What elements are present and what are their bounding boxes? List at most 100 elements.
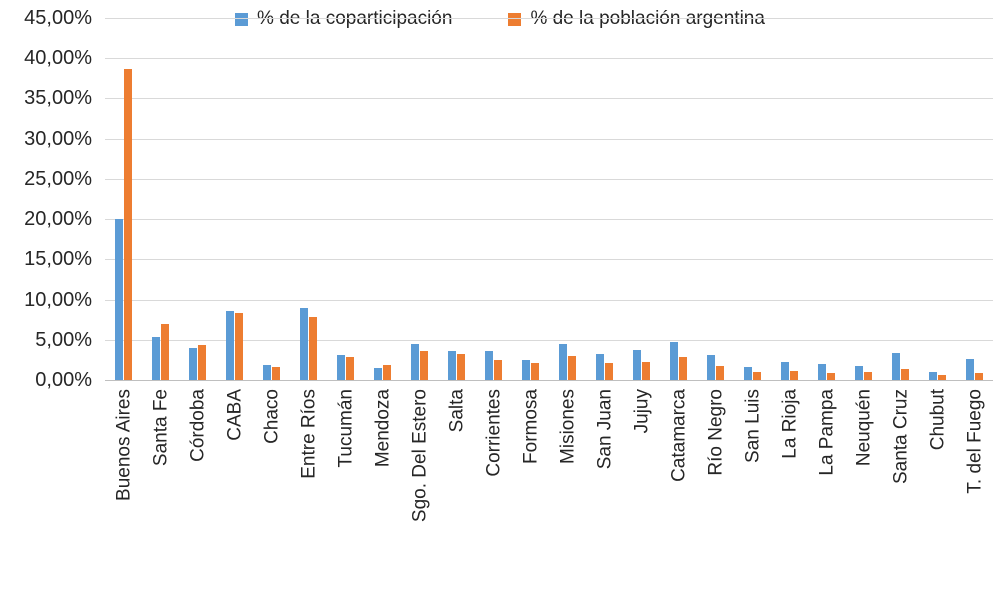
gridline <box>105 18 993 19</box>
bar-coparticipacion <box>559 344 567 380</box>
y-axis-tick-label: 10,00% <box>24 288 92 311</box>
bar-coparticipacion <box>892 353 900 380</box>
bar-coparticipacion <box>818 364 826 380</box>
gridline <box>105 98 993 100</box>
bar-poblacion <box>642 362 650 380</box>
bar-poblacion <box>494 360 502 380</box>
legend-swatch-blue <box>235 12 249 26</box>
bar-poblacion <box>864 372 872 380</box>
x-axis-category-label: La Rioja <box>779 389 800 459</box>
x-axis-category-label: San Luis <box>742 389 763 463</box>
y-axis-tick-label: 15,00% <box>24 248 92 271</box>
bar-coparticipacion <box>411 344 419 380</box>
x-axis-category-label: Corrientes <box>483 389 504 477</box>
gridline <box>105 178 993 180</box>
bar-poblacion <box>161 324 169 380</box>
bar-coparticipacion <box>300 308 308 380</box>
bar-coparticipacion <box>929 372 937 380</box>
x-axis-category-label: Catamarca <box>668 389 689 482</box>
x-axis-category-label: Río Negro <box>705 389 726 476</box>
x-axis-category-label: Jujuy <box>631 389 652 434</box>
bar-poblacion <box>235 313 243 380</box>
gridline <box>105 299 993 301</box>
y-axis-tick-label: 45,00% <box>24 7 92 29</box>
y-axis-tick-label: 40,00% <box>24 47 92 70</box>
bar-poblacion <box>938 375 946 380</box>
bar-coparticipacion <box>744 367 752 380</box>
y-axis-tick-label: 35,00% <box>24 87 92 110</box>
y-axis-tick-label: 5,00% <box>35 328 92 351</box>
x-axis-category-label: CABA <box>224 389 245 441</box>
bar-poblacion <box>383 365 391 380</box>
legend-item-poblacion: % de la población argentina <box>508 8 765 30</box>
bar-poblacion <box>901 369 909 380</box>
legend-swatch-orange <box>508 12 522 26</box>
bar-coparticipacion <box>485 351 493 380</box>
bar-poblacion <box>346 357 354 380</box>
bar-poblacion <box>272 367 280 380</box>
bar-coparticipacion <box>670 342 678 380</box>
y-axis-tick-label: 30,00% <box>24 127 92 150</box>
bar-poblacion <box>790 371 798 380</box>
gridline <box>105 339 993 341</box>
bar-coparticipacion <box>226 311 234 380</box>
bar-poblacion <box>753 372 761 380</box>
bar-poblacion <box>679 357 687 380</box>
bar-coparticipacion <box>448 351 456 380</box>
bar-coparticipacion <box>707 355 715 380</box>
x-axis-category-label: Neuquén <box>853 389 874 467</box>
bar-poblacion <box>531 363 539 380</box>
gridline <box>105 219 993 221</box>
x-axis-category-label: San Juan <box>594 389 615 470</box>
x-axis-category-label: T. del Fuego <box>964 389 985 494</box>
bar-coparticipacion <box>337 355 345 380</box>
bar-coparticipacion <box>855 366 863 380</box>
x-axis-category-label: La Pampa <box>816 389 837 476</box>
gridline <box>105 138 993 140</box>
x-axis-category-label: Chaco <box>261 389 282 444</box>
x-axis-category-label: Tucumán <box>335 389 356 468</box>
bar-poblacion <box>605 363 613 380</box>
bar-coparticipacion <box>633 350 641 380</box>
gridline <box>105 58 993 60</box>
bar-poblacion <box>568 356 576 380</box>
bar-poblacion <box>124 69 132 380</box>
bar-coparticipacion <box>263 365 271 380</box>
bar-poblacion <box>420 351 428 380</box>
x-axis-category-label: Buenos Aires <box>113 389 134 501</box>
bar-coparticipacion <box>781 362 789 380</box>
x-axis-category-label: Entre Ríos <box>298 389 319 479</box>
bar-poblacion <box>309 317 317 380</box>
bar-coparticipacion <box>596 354 604 380</box>
x-axis-category-label: Misiones <box>557 389 578 464</box>
bar-coparticipacion <box>152 337 160 380</box>
bar-coparticipacion <box>966 359 974 380</box>
bar-poblacion <box>827 373 835 380</box>
x-axis-category-label: Salta <box>446 389 467 433</box>
x-axis-category-label: Córdoba <box>187 389 208 462</box>
bar-poblacion <box>975 373 983 380</box>
x-axis-category-label: Formosa <box>520 389 541 464</box>
y-axis-tick-label: 25,00% <box>24 167 92 190</box>
bar-coparticipacion <box>115 219 123 380</box>
x-axis-category-label: Santa Cruz <box>890 389 911 485</box>
bar-poblacion <box>198 345 206 380</box>
gridline <box>105 259 993 261</box>
bar-coparticipacion <box>374 368 382 380</box>
x-axis-category-label: Chubut <box>927 389 948 451</box>
x-axis-category-label: Santa Fe <box>150 389 171 467</box>
chart-legend: % de la coparticipación % de la població… <box>0 8 1000 30</box>
y-axis-tick-label: 0,00% <box>35 369 92 391</box>
bar-poblacion <box>457 354 465 380</box>
y-axis-tick-label: 20,00% <box>24 208 92 231</box>
bar-poblacion <box>716 366 724 380</box>
legend-label-coparticipacion: % de la coparticipación <box>257 8 453 29</box>
x-axis-category-label: Sgo. Del Estero <box>409 389 430 523</box>
x-axis-line <box>105 380 993 381</box>
bar-coparticipacion <box>522 360 530 380</box>
legend-label-poblacion: % de la población argentina <box>530 8 765 29</box>
x-axis-category-label: Mendoza <box>372 389 393 468</box>
bar-coparticipacion <box>189 348 197 380</box>
legend-item-coparticipacion: % de la coparticipación <box>235 8 452 30</box>
